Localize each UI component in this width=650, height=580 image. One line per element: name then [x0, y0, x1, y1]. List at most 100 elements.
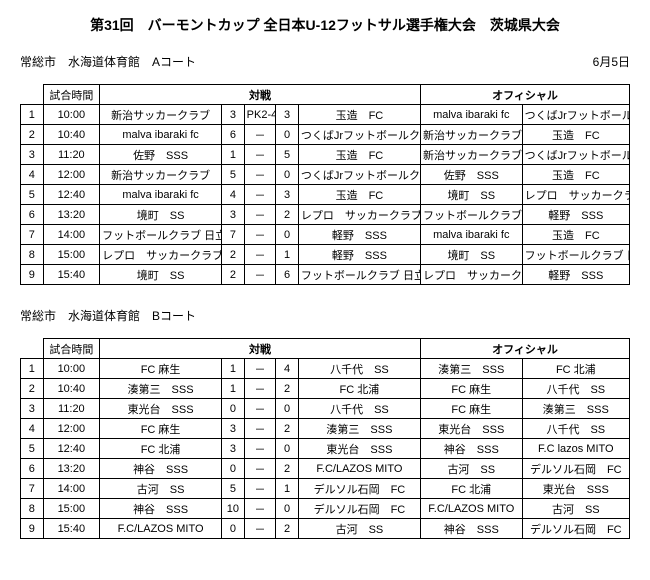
score-b: 6: [276, 265, 299, 285]
row-number: 1: [21, 359, 44, 379]
official-2: レプロ サッカークラブ: [522, 185, 629, 205]
table-row: 815:00レプロ サッカークラブ2－1軽野 SSS境町 SSフットボールクラブ…: [21, 245, 630, 265]
table-row: 311:20佐野 SSS1－5玉造 FC新治サッカークラブつくばJrフットボール…: [21, 145, 630, 165]
score-b: 2: [276, 459, 299, 479]
team-b: 軽野 SSS: [298, 245, 420, 265]
header-time: 試合時間: [43, 339, 99, 359]
header-match: 対戦: [100, 339, 421, 359]
row-number: 2: [21, 379, 44, 399]
official-2: つくばJrフットボールクラブ: [522, 145, 629, 165]
score-middle: －: [244, 519, 276, 539]
official-1: FC 麻生: [420, 379, 522, 399]
official-1: 境町 SS: [420, 245, 522, 265]
row-number: 5: [21, 185, 44, 205]
venue-row: 常総市 水海道体育館 Aコート6月5日: [20, 53, 630, 70]
score-b: 0: [276, 225, 299, 245]
official-2: 古河 SS: [522, 499, 629, 519]
team-a: malva ibaraki fc: [100, 185, 222, 205]
team-b: 八千代 SS: [298, 399, 420, 419]
match-time: 10:00: [43, 105, 99, 125]
score-middle: －: [244, 125, 276, 145]
team-a: 境町 SS: [100, 265, 222, 285]
team-a: 湊第三 SSS: [100, 379, 222, 399]
official-2: 軽野 SSS: [522, 205, 629, 225]
team-b: 玉造 FC: [298, 105, 420, 125]
score-a: 2: [222, 265, 245, 285]
team-b: 東光台 SSS: [298, 439, 420, 459]
official-2: F.C lazos MITO: [522, 439, 629, 459]
row-number: 9: [21, 519, 44, 539]
official-1: 佐野 SSS: [420, 165, 522, 185]
score-a: 1: [222, 379, 245, 399]
score-a: 3: [222, 105, 245, 125]
score-a: 0: [222, 519, 245, 539]
team-a: 神谷 SSS: [100, 499, 222, 519]
official-1: FC 北浦: [420, 479, 522, 499]
score-b: 0: [276, 399, 299, 419]
header-blank: [21, 85, 44, 105]
match-table: 試合時間対戦オフィシャル110:00新治サッカークラブ3PK2-43玉造 FCm…: [20, 84, 630, 285]
match-time: 15:40: [43, 519, 99, 539]
official-1: レプロ サッカークラブ: [420, 265, 522, 285]
team-b: レプロ サッカークラブ: [298, 205, 420, 225]
match-time: 15:00: [43, 499, 99, 519]
row-number: 9: [21, 265, 44, 285]
table-row: 110:00FC 麻生1－4八千代 SS湊第三 SSSFC 北浦: [21, 359, 630, 379]
table-row: 714:00古河 SS5－1デルソル石岡 FCFC 北浦東光台 SSS: [21, 479, 630, 499]
team-a: FC 麻生: [100, 419, 222, 439]
team-b: フットボールクラブ 日立: [298, 265, 420, 285]
official-1: 湊第三 SSS: [420, 359, 522, 379]
table-row: 815:00神谷 SSS10－0デルソル石岡 FCF.C/LAZOS MITO古…: [21, 499, 630, 519]
team-b: 玉造 FC: [298, 185, 420, 205]
table-row: 512:40FC 北浦3－0東光台 SSS神谷 SSSF.C lazos MIT…: [21, 439, 630, 459]
official-2: フットボールクラブ 日立: [522, 245, 629, 265]
score-a: 6: [222, 125, 245, 145]
score-b: 1: [276, 479, 299, 499]
table-row: 512:40malva ibaraki fc4－3玉造 FC境町 SSレプロ サ…: [21, 185, 630, 205]
score-a: 5: [222, 479, 245, 499]
row-number: 7: [21, 479, 44, 499]
table-row: 412:00FC 麻生3－2湊第三 SSS東光台 SSS八千代 SS: [21, 419, 630, 439]
team-a: F.C/LAZOS MITO: [100, 519, 222, 539]
score-b: 4: [276, 359, 299, 379]
row-number: 7: [21, 225, 44, 245]
official-2: 玉造 FC: [522, 225, 629, 245]
team-b: FC 北浦: [298, 379, 420, 399]
official-1: malva ibaraki fc: [420, 105, 522, 125]
score-b: 0: [276, 499, 299, 519]
match-table: 試合時間対戦オフィシャル110:00FC 麻生1－4八千代 SS湊第三 SSSF…: [20, 338, 630, 539]
table-row: 210:40malva ibaraki fc6－0つくばJrフットボールクラブ新…: [21, 125, 630, 145]
table-row: 110:00新治サッカークラブ3PK2-43玉造 FCmalva ibaraki…: [21, 105, 630, 125]
score-a: 1: [222, 359, 245, 379]
row-number: 1: [21, 105, 44, 125]
team-a: 古河 SS: [100, 479, 222, 499]
score-b: 3: [276, 185, 299, 205]
team-a: 東光台 SSS: [100, 399, 222, 419]
score-middle: －: [244, 185, 276, 205]
team-a: フットボールクラブ 日立: [100, 225, 222, 245]
score-a: 0: [222, 459, 245, 479]
match-time: 13:20: [43, 459, 99, 479]
official-2: 湊第三 SSS: [522, 399, 629, 419]
team-b: つくばJrフットボールクラブ: [298, 165, 420, 185]
header-official: オフィシャル: [420, 339, 629, 359]
score-b: 2: [276, 519, 299, 539]
team-a: FC 麻生: [100, 359, 222, 379]
team-b: デルソル石岡 FC: [298, 499, 420, 519]
score-middle: －: [244, 439, 276, 459]
official-1: 東光台 SSS: [420, 419, 522, 439]
score-a: 0: [222, 399, 245, 419]
score-middle: －: [244, 145, 276, 165]
match-time: 12:40: [43, 439, 99, 459]
score-b: 0: [276, 165, 299, 185]
match-time: 12:00: [43, 419, 99, 439]
team-b: 湊第三 SSS: [298, 419, 420, 439]
match-time: 15:00: [43, 245, 99, 265]
match-time: 10:00: [43, 359, 99, 379]
score-middle: －: [244, 205, 276, 225]
team-b: デルソル石岡 FC: [298, 479, 420, 499]
row-number: 4: [21, 419, 44, 439]
table-header-row: 試合時間対戦オフィシャル: [21, 339, 630, 359]
score-middle: －: [244, 245, 276, 265]
match-time: 11:20: [43, 399, 99, 419]
